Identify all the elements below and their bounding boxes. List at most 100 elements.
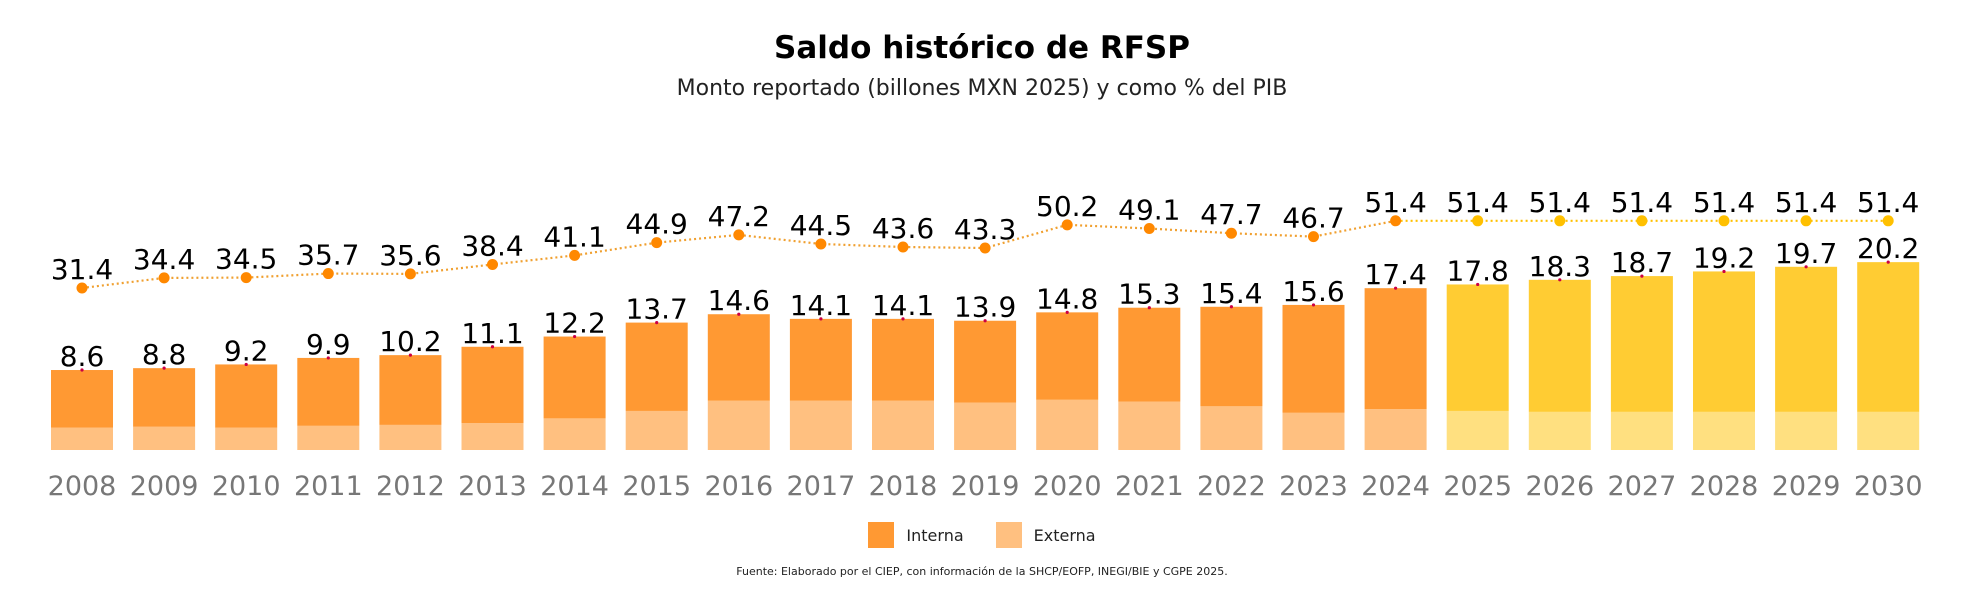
bar-externa-2021 xyxy=(1118,401,1181,450)
total-label-2027: 18.7 xyxy=(1611,246,1673,279)
total-label-2021: 15.3 xyxy=(1118,278,1180,311)
bar-externa-2018 xyxy=(872,400,934,450)
bar-interna-2012 xyxy=(379,355,442,425)
pct-pib-label-2015: 44.9 xyxy=(626,208,688,241)
total-label-2025: 17.8 xyxy=(1447,254,1509,287)
x-tick-2024: 2024 xyxy=(1361,471,1430,502)
x-tick-2025: 2025 xyxy=(1443,471,1512,502)
x-tick-2011: 2011 xyxy=(294,471,363,502)
pct-pib-point-2009 xyxy=(158,272,170,284)
bar-top-marker-2010 xyxy=(244,362,248,367)
pct-pib-label-2008: 31.4 xyxy=(51,253,113,286)
bar-externa-2027 xyxy=(1610,411,1673,450)
chart-title: Saldo histórico de RFSP xyxy=(774,30,1190,66)
total-label-2013: 11.1 xyxy=(461,317,523,350)
bar-interna-2008 xyxy=(51,370,113,428)
bar-externa-2009 xyxy=(133,426,196,450)
pct-pib-label-2020: 50.2 xyxy=(1036,190,1098,223)
bar-top-marker-2029 xyxy=(1804,265,1808,269)
pct-pib-label-2009: 34.4 xyxy=(133,243,195,276)
bar-top-marker-2030 xyxy=(1886,260,1890,264)
chart-source: Fuente: Elaborado por el CIEP, con infor… xyxy=(736,565,1228,578)
bar-externa-2026 xyxy=(1528,411,1591,450)
x-tick-2018: 2018 xyxy=(869,471,938,502)
x-tick-2023: 2023 xyxy=(1279,471,1348,502)
total-label-2018: 14.1 xyxy=(872,289,934,322)
pct-pib-label-2022: 47.7 xyxy=(1200,198,1262,231)
bar-top-marker-2019 xyxy=(983,319,987,323)
total-label-2030: 20.2 xyxy=(1857,232,1919,265)
legend-swatch-interna xyxy=(868,522,895,548)
bar-top-marker-2024 xyxy=(1394,286,1398,290)
bar-top-marker-2016 xyxy=(737,312,741,316)
bar-top-marker-2011 xyxy=(326,356,330,360)
pct-pib-point-2011 xyxy=(322,268,334,280)
legend-item-externa: Externa xyxy=(995,522,1096,548)
total-label-2010: 9.2 xyxy=(224,334,269,367)
bar-interna-2014 xyxy=(543,336,606,419)
bar-top-marker-2028 xyxy=(1722,269,1726,274)
total-label-2026: 18.3 xyxy=(1529,250,1591,283)
bar-externa-2017 xyxy=(789,400,852,450)
pct-pib-label-2026: 51.4 xyxy=(1529,186,1591,219)
total-label-2019: 13.9 xyxy=(954,291,1016,324)
pct-pib-label-2016: 47.2 xyxy=(708,200,770,233)
pct-pib-label-2013: 38.4 xyxy=(461,229,523,262)
bar-externa-2010 xyxy=(215,427,278,450)
pct-pib-label-2011: 35.7 xyxy=(297,239,359,272)
pct-pib-point-2024 xyxy=(1390,215,1402,227)
bar-interna-2009 xyxy=(133,368,196,427)
x-tick-2022: 2022 xyxy=(1197,471,1266,502)
bar-externa-2024 xyxy=(1364,409,1427,450)
pct-pib-point-2025 xyxy=(1472,215,1484,227)
pct-pib-point-2012 xyxy=(404,268,416,280)
bar-externa-2030 xyxy=(1857,411,1920,450)
pct-pib-point-2008 xyxy=(76,282,88,294)
x-tick-2019: 2019 xyxy=(951,471,1020,502)
bar-interna-2015 xyxy=(625,322,688,411)
pct-pib-point-2022 xyxy=(1225,227,1237,239)
bar-externa-2014 xyxy=(543,418,606,450)
bar-interna-2029 xyxy=(1775,266,1838,412)
pct-pib-point-2018 xyxy=(897,241,909,253)
pct-pib-point-2014 xyxy=(569,249,581,261)
bar-externa-2012 xyxy=(379,424,442,450)
bar-interna-2021 xyxy=(1118,307,1181,402)
bar-top-marker-2017 xyxy=(819,317,823,321)
bar-interna-2019 xyxy=(954,320,1017,403)
total-label-2028: 19.2 xyxy=(1693,241,1755,274)
chart-subtitle: Monto reportado (billones MXN 2025) y co… xyxy=(676,76,1288,101)
bar-top-marker-2021 xyxy=(1147,306,1151,310)
bar-interna-2024 xyxy=(1364,288,1427,410)
bar-interna-2016 xyxy=(707,314,770,401)
pct-pib-point-2017 xyxy=(815,238,827,250)
total-label-2016: 14.6 xyxy=(708,284,770,317)
x-tick-2017: 2017 xyxy=(787,471,856,502)
bar-top-marker-2023 xyxy=(1311,303,1316,307)
bar-externa-2023 xyxy=(1282,412,1345,450)
pct-pib-point-2028 xyxy=(1718,215,1730,227)
bar-externa-2016 xyxy=(707,400,770,450)
pct-pib-point-2015 xyxy=(651,237,663,249)
bar-top-marker-2026 xyxy=(1558,278,1562,282)
bar-top-marker-2008 xyxy=(80,368,84,372)
pct-pib-label-2018: 43.6 xyxy=(872,212,934,245)
x-tick-2021: 2021 xyxy=(1115,471,1184,502)
x-tick-2016: 2016 xyxy=(704,471,773,502)
x-tick-2020: 2020 xyxy=(1033,471,1102,502)
bar-interna-2017 xyxy=(789,318,852,401)
pct-pib-point-2021 xyxy=(1143,223,1155,235)
bar-externa-2022 xyxy=(1200,406,1263,450)
pct-pib-point-2013 xyxy=(487,258,498,270)
x-tick-2029: 2029 xyxy=(1772,471,1841,502)
bar-top-marker-2027 xyxy=(1640,274,1644,278)
total-label-2024: 17.4 xyxy=(1364,258,1426,291)
x-tick-2028: 2028 xyxy=(1690,471,1759,502)
pct-pib-label-2012: 35.6 xyxy=(379,239,441,272)
bar-top-marker-2009 xyxy=(162,366,166,370)
pct-pib-label-2019: 43.3 xyxy=(954,213,1016,246)
total-label-2017: 14.1 xyxy=(790,289,852,322)
x-tick-2030: 2030 xyxy=(1854,471,1923,502)
pct-pib-label-2024: 51.4 xyxy=(1364,186,1426,219)
